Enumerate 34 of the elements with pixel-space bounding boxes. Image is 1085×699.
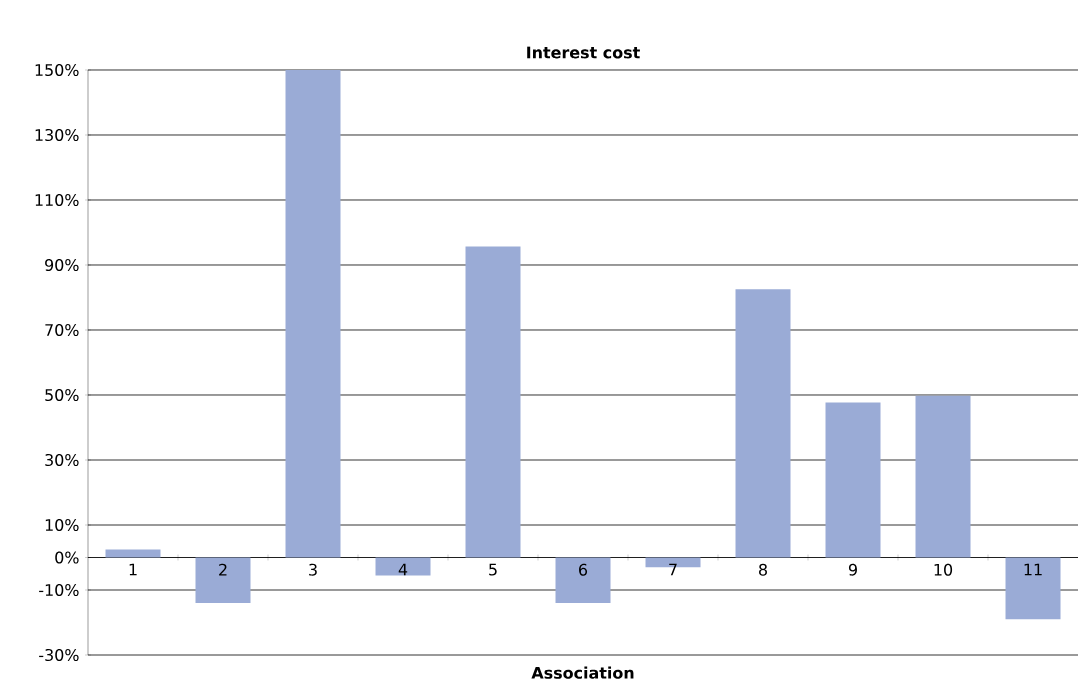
y-tick-label: 90%: [45, 258, 79, 272]
y-tick-label: 110%: [35, 193, 79, 207]
bar: [375, 557, 431, 576]
x-tick-label: 6: [579, 563, 588, 576]
x-tick-label: 11: [1024, 563, 1042, 576]
y-tick-label: 0%: [55, 551, 79, 564]
y-tick-label: 10%: [45, 518, 79, 532]
y-tick-label: 150%: [35, 63, 79, 77]
x-axis-title: Association: [531, 666, 634, 679]
bar: [195, 557, 251, 603]
x-tick-label: 9: [848, 563, 857, 576]
x-tick-label: 1: [129, 563, 137, 576]
y-tick-label: 50%: [45, 388, 79, 402]
bar: [465, 246, 521, 558]
x-tick-label: 3: [309, 563, 317, 576]
x-tick-label: 8: [759, 563, 767, 576]
bar: [105, 549, 161, 558]
x-tick-label: 7: [669, 563, 677, 576]
bar: [285, 70, 341, 558]
x-tick-label: 5: [489, 563, 497, 576]
y-tick-label: 70%: [45, 323, 79, 337]
y-tick-label: -10%: [39, 583, 79, 597]
x-tick-label: 4: [398, 563, 408, 576]
chart-title: Interest cost: [527, 46, 640, 59]
y-tick-label: 130%: [35, 128, 79, 142]
bar: [1005, 557, 1061, 620]
y-tick-label: -30%: [39, 648, 79, 662]
bar: [915, 395, 971, 558]
y-tick-label: 30%: [45, 453, 79, 467]
x-tick-label: 10: [934, 563, 953, 576]
bar: [825, 402, 881, 558]
bar: [735, 289, 791, 558]
bar: [555, 557, 611, 603]
x-tick-label: 2: [219, 563, 227, 576]
